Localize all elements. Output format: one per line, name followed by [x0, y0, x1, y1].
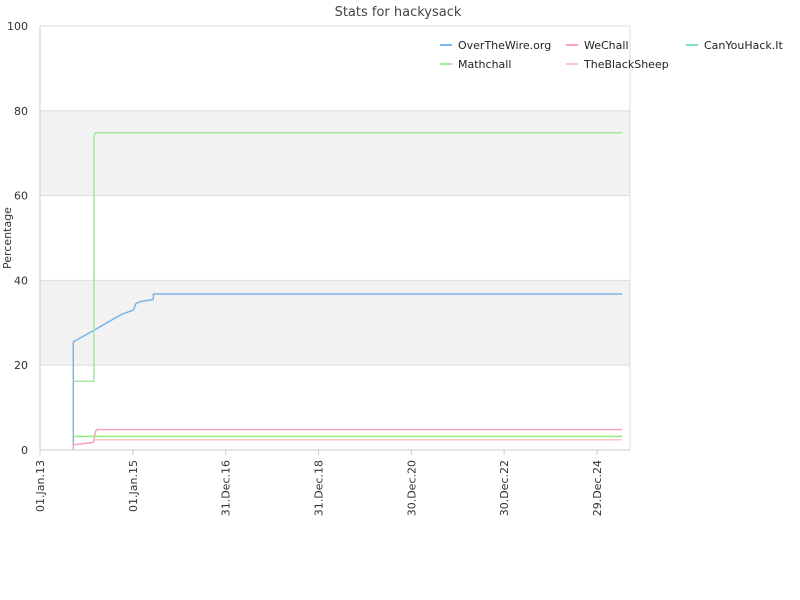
plot-background	[40, 26, 630, 450]
x-tick-label-0: 01.Jan.13	[34, 460, 47, 512]
y-tick-label-40: 40	[14, 274, 28, 287]
legend-label-canyouhack-it: CanYouHack.It	[704, 39, 784, 52]
plot-band-0	[40, 280, 630, 366]
y-tick-label-0: 0	[21, 444, 28, 457]
series-line-mathchall	[73, 132, 623, 383]
series-line-wechall	[72, 428, 623, 450]
y-axis-ticks: 0 20 40 60 80 100	[7, 20, 28, 457]
y-tick-label-60: 60	[14, 190, 28, 203]
series-lines	[72, 132, 623, 450]
series-line-overthewire-org	[72, 293, 623, 450]
legend-label-mathchall: Mathchall	[458, 58, 511, 71]
y-axis-label: Percentage	[1, 207, 14, 269]
axes	[39, 26, 631, 451]
legend-label-overthewire-org: OverTheWire.org	[458, 39, 551, 52]
x-tick-label-1: 01.Jan.15	[127, 460, 140, 512]
x-tick-label-6: 29.Dec.24	[591, 460, 604, 516]
plot-band-1	[40, 110, 630, 196]
y-tick-label-20: 20	[14, 359, 28, 372]
x-tick-label-4: 30.Dec.20	[405, 460, 418, 516]
legend: OverTheWire.org WeChall CanYouHack.It Mathc…	[440, 39, 784, 71]
legend-label-wechall: WeChall	[584, 39, 629, 52]
x-axis-ticks: 01.Jan.13 01.Jan.15 31.Dec.16 31.Dec.18 30.D…	[34, 450, 604, 516]
chart-title: Stats for hackysack	[335, 5, 462, 20]
y-tick-label-80: 80	[14, 105, 28, 118]
legend-label-theblacksheep: TheBlackSheep	[583, 58, 669, 71]
x-tick-label-2: 31.Dec.16	[220, 460, 233, 516]
x-tick-label-5: 30.Dec.22	[498, 460, 511, 516]
x-tick-label-3: 31.Dec.18	[312, 460, 325, 516]
plot-area	[40, 26, 630, 450]
y-tick-label-100: 100	[7, 20, 28, 33]
